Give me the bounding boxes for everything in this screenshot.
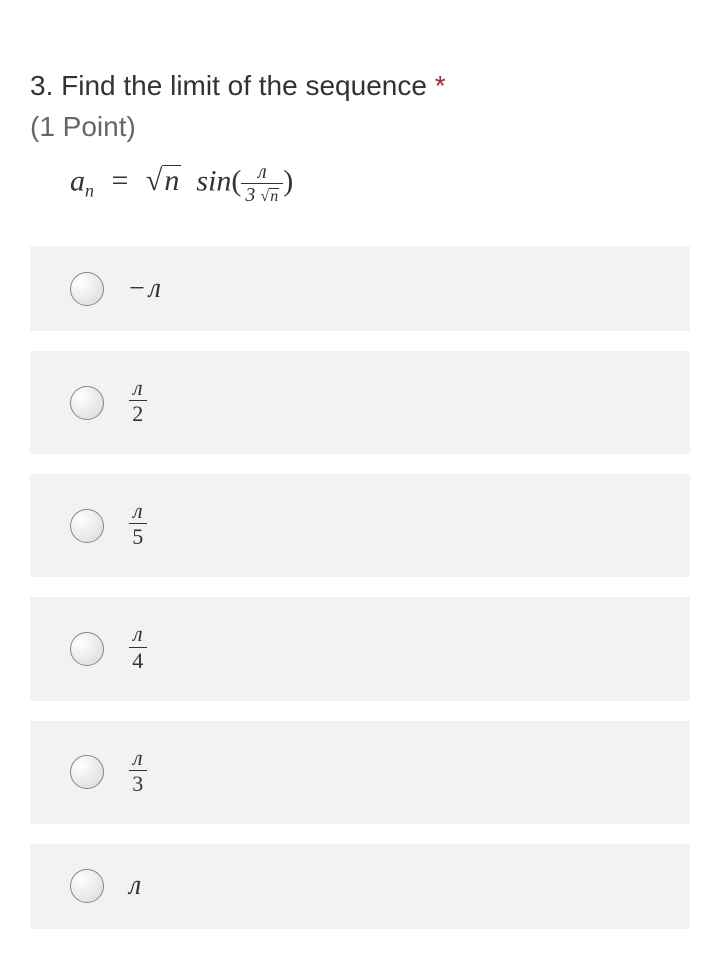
option-2[interactable]: л5 <box>30 474 690 577</box>
option-3[interactable]: л4 <box>30 597 690 700</box>
points-label: (1 Point) <box>30 111 690 143</box>
formula-sqrt: √n <box>146 165 181 196</box>
radio-icon[interactable] <box>70 272 104 306</box>
option-5[interactable]: л <box>30 844 690 929</box>
question-header: 3. Find the limit of the sequence * <box>30 65 690 107</box>
option-1[interactable]: л2 <box>30 351 690 454</box>
radio-icon[interactable] <box>70 869 104 903</box>
required-star: * <box>435 70 446 101</box>
option-4[interactable]: л3 <box>30 721 690 824</box>
radio-icon[interactable] <box>70 755 104 789</box>
paren-close: ) <box>283 164 293 197</box>
option-1-label: л2 <box>129 376 147 429</box>
options-group: −л л2 л5 л4 л3 л <box>30 246 690 929</box>
option-0[interactable]: −л <box>30 246 690 331</box>
option-4-label: л3 <box>129 746 147 799</box>
option-3-label: л4 <box>129 622 147 675</box>
formula-sub: n <box>85 180 94 200</box>
option-2-label: л5 <box>129 499 147 552</box>
formula-eq: = <box>102 164 139 197</box>
paren-open: ( <box>231 164 241 197</box>
radio-icon[interactable] <box>70 386 104 420</box>
option-5-label: л <box>129 870 141 902</box>
formula-display: an = √n sin(л3 √n) <box>30 161 690 206</box>
formula-func: sin <box>196 164 231 197</box>
radio-icon[interactable] <box>70 509 104 543</box>
question-prompt: Find the limit of the sequence <box>61 70 427 101</box>
formula-frac: л3 √n <box>241 161 283 206</box>
radio-icon[interactable] <box>70 632 104 666</box>
question-number: 3. <box>30 70 53 101</box>
option-0-label: −л <box>129 273 161 305</box>
formula-var: a <box>70 164 85 197</box>
